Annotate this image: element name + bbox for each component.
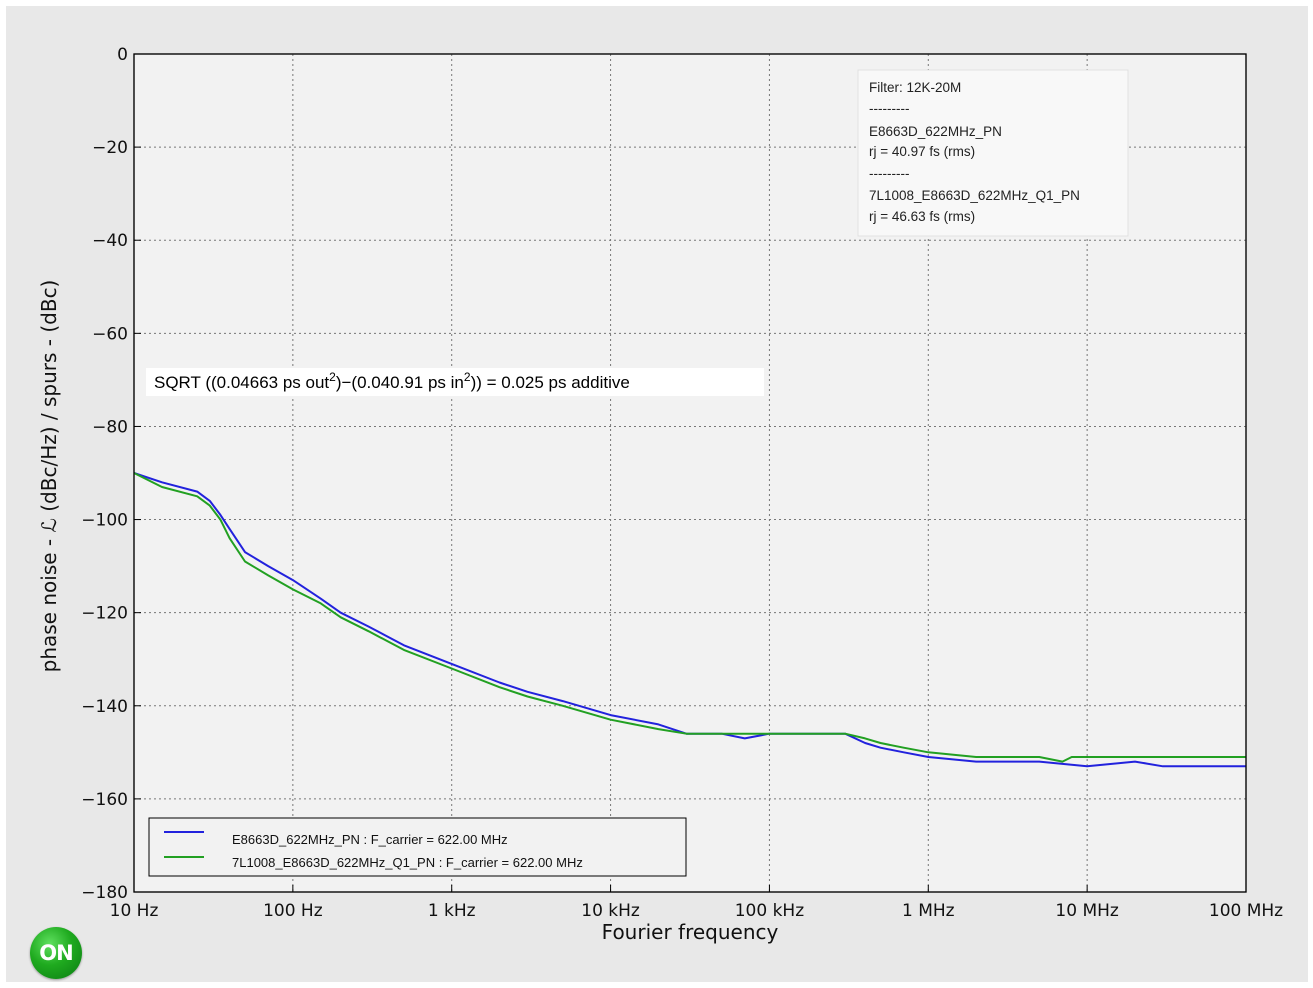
y-tick-label: −160: [81, 790, 128, 810]
annotation-prefix: SQRT ((0.04663 ps out: [154, 373, 329, 392]
plot-border: [133, 53, 1247, 893]
y-tick-label: −100: [81, 511, 128, 531]
info-line-rj-2: rj = 46.63 fs (rms): [869, 209, 975, 224]
info-line-sep-1: ---------: [869, 101, 909, 116]
y-tick-label: −180: [81, 883, 128, 903]
x-tick-label: 1 kHz: [428, 901, 476, 921]
x-tick-label: 1 MHz: [902, 901, 955, 921]
figure-frame: 10 Hz 100 Hz 1 kHz 10 kHz 100 kHz 1 MHz 10 MHz…: [6, 6, 1308, 982]
annotation-sup-2: 2: [464, 370, 471, 384]
legend-label-series-2: 7L1008_E8663D_622MHz_Q1_PN : F_carrier =…: [232, 855, 583, 870]
info-line-series-2: 7L1008_E8663D_622MHz_Q1_PN: [869, 188, 1080, 203]
svg-text:SQRT ((0.04663 ps out2)−(0.040: SQRT ((0.04663 ps out2)−(0.040.91 ps in2…: [154, 370, 630, 392]
y-tick-label: −140: [81, 697, 128, 717]
y-tick-label: −20: [92, 138, 128, 158]
x-ticks: 10 Hz 100 Hz 1 kHz 10 kHz 100 kHz 1 MHz 10 MHz…: [110, 885, 1283, 921]
phase-noise-chart: 10 Hz 100 Hz 1 kHz 10 kHz 100 kHz 1 MHz 10 MHz…: [37, 45, 1283, 944]
x-tick-label: 10 Hz: [110, 901, 159, 921]
annotation-suffix: )) = 0.025 ps additive: [471, 373, 630, 392]
y-tick-label: −40: [92, 231, 128, 251]
info-line-rj-1: rj = 40.97 fs (rms): [869, 144, 975, 159]
x-tick-label: 10 MHz: [1055, 901, 1118, 921]
x-axis-title: Fourier frequency: [602, 920, 779, 944]
annotation-sup-1: 2: [329, 370, 336, 384]
info-line-sep-2: ---------: [869, 166, 909, 181]
x-tick-label: 10 kHz: [581, 901, 640, 921]
y-tick-label: −60: [92, 324, 128, 344]
legend-label-series-1: E8663D_622MHz_PN : F_carrier = 622.00 MH…: [232, 832, 508, 847]
series-line-2: [133, 472, 1246, 763]
x-tick-label: 100 kHz: [735, 901, 804, 921]
info-box: Filter: 12K-20M --------- E8663D_622MHz_…: [857, 69, 1129, 237]
x-tick-label: 100 MHz: [1209, 901, 1283, 921]
y-tick-label: −120: [81, 604, 128, 624]
on-semiconductor-logo: ON: [30, 927, 82, 979]
series-line-1: [133, 472, 1246, 768]
y-tick-label: 0: [117, 45, 128, 65]
y-tick-label: −80: [92, 417, 128, 437]
x-tick-label: 100 Hz: [263, 901, 323, 921]
logo-text: ON: [39, 941, 73, 965]
info-line-filter: Filter: 12K-20M: [869, 80, 961, 95]
sqrt-annotation: SQRT ((0.04663 ps out2)−(0.040.91 ps in2…: [146, 368, 764, 396]
annotation-middle: )−(0.040.91 ps in: [336, 373, 464, 392]
y-ticks: 0 −20 −40 −60 −80 −100 −120 −140 −160 −180: [81, 45, 141, 903]
legend: E8663D_622MHz_PN : F_carrier = 622.00 MH…: [148, 817, 687, 877]
info-line-series-1: E8663D_622MHz_PN: [869, 124, 1002, 139]
y-axis-title: phase noise - ℒ (dBc/Hz) / spurs - (dBc): [37, 280, 61, 673]
series-layer: [133, 472, 1246, 768]
